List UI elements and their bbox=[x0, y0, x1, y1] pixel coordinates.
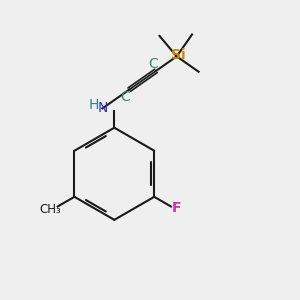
Text: F: F bbox=[172, 201, 181, 215]
Text: Si: Si bbox=[171, 48, 185, 62]
Text: C: C bbox=[120, 90, 130, 104]
Text: N: N bbox=[97, 101, 108, 116]
Text: H: H bbox=[88, 98, 99, 112]
Text: C: C bbox=[148, 57, 158, 71]
Text: CH₃: CH₃ bbox=[39, 203, 61, 216]
